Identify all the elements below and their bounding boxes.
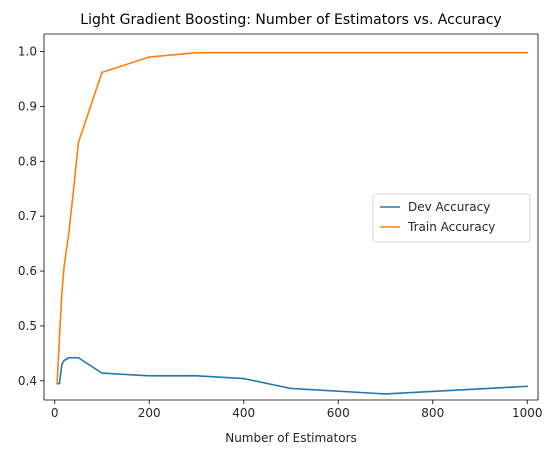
- legend: Dev Accuracy Train Accuracy: [372, 193, 531, 243]
- x-tick-label: 200: [138, 406, 161, 420]
- y-tick-label: 0.9: [18, 99, 37, 113]
- x-tick-label: 800: [421, 406, 444, 420]
- y-tick-label: 0.5: [18, 319, 37, 333]
- x-tick-label: 1000: [512, 406, 543, 420]
- y-tick-label: 1.0: [18, 45, 37, 59]
- legend-box: [372, 193, 531, 243]
- series-line-1: [56, 356, 529, 395]
- y-tick-label: 0.7: [18, 209, 37, 223]
- plot-area: 0 200 400 600 800 1000 0.4 0.5 0.6 0.7 0.8 0.9 1.0: [18, 33, 543, 420]
- y-tick-label: 0.8: [18, 154, 37, 168]
- legend-label-2: Train Accuracy: [407, 220, 495, 234]
- x-tick-label: 400: [232, 406, 255, 420]
- y-tick-label: 0.6: [18, 264, 37, 278]
- x-axis-label: Number of Estimators: [225, 431, 357, 445]
- chart-title: Light Gradient Boosting: Number of Estim…: [80, 12, 501, 28]
- y-tick-label: 0.4: [18, 374, 37, 388]
- legend-label-1: Dev Accuracy: [408, 200, 490, 214]
- x-tick-label: 0: [51, 406, 59, 420]
- x-tick-label: 600: [327, 406, 350, 420]
- series-line-2: [56, 51, 529, 385]
